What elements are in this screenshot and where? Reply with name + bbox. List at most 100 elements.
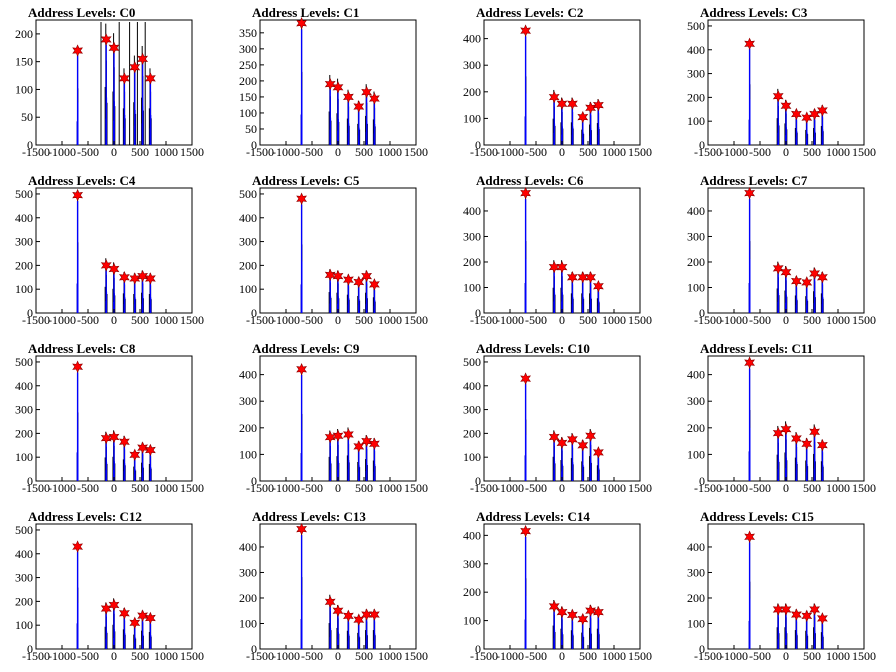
x-tick-label: -1000 <box>720 313 748 327</box>
peak-marker <box>809 603 821 616</box>
peak-marker <box>772 603 784 616</box>
y-tick-label: 100 <box>239 616 257 630</box>
x-tick-label: -1000 <box>48 145 76 159</box>
peak-marker <box>520 372 532 385</box>
x-tick-label: -500 <box>301 481 323 495</box>
histogram-c12: Address Levels: C12 0 100 200 300 400 500 -1500… <box>15 509 204 663</box>
peak-marker <box>566 608 578 622</box>
y-tick-label: 0 <box>27 138 33 152</box>
y-tick-label: 200 <box>687 421 705 435</box>
y-tick-label: 400 <box>463 204 481 218</box>
peak-marker <box>801 437 813 451</box>
peak-marker <box>137 52 149 66</box>
panel-c2: Address Levels: C2 0 100 200 300 400 -1500 -100… <box>448 0 672 168</box>
x-tick-label: 500 <box>355 649 373 663</box>
histogram-c9: Address Levels: C9 0 100 200 300 400 -1500-100… <box>239 341 428 495</box>
x-tick-label: 1000 <box>602 649 626 663</box>
peak-marker <box>548 260 560 274</box>
y-tick-label: 400 <box>15 547 33 561</box>
y-tick-label: 0 <box>475 642 481 656</box>
x-tick-label: -1500 <box>22 481 50 495</box>
y-tick-label: 100 <box>239 447 257 461</box>
x-tick-label: 0 <box>559 481 565 495</box>
peak-marker <box>548 430 560 444</box>
y-tick-label: 200 <box>15 426 33 440</box>
x-tick-label: 1500 <box>628 481 652 495</box>
x-tick-label: 1500 <box>852 649 876 663</box>
peak-marker <box>296 363 308 376</box>
peak-marker <box>332 81 344 94</box>
y-tick-label: 0 <box>27 474 33 488</box>
peak-marker <box>816 612 828 625</box>
y-tick-label: 200 <box>463 85 481 99</box>
peak-marker <box>548 600 560 613</box>
x-tick-label: 1500 <box>404 313 428 327</box>
histogram-c5: Address Levels: C50100200300400500-1500-… <box>239 173 428 327</box>
y-tick-label: 500 <box>687 19 705 33</box>
peak-marker <box>72 540 84 553</box>
x-tick-label: -1000 <box>720 649 748 663</box>
histogram-c11: Address Levels: C11 0 100 200 300 400 -1500-10… <box>687 341 876 495</box>
y-tick-label: 500 <box>239 187 257 201</box>
histogram-c2: Address Levels: C2 0 100 200 300 400 -1500-100… <box>463 5 652 159</box>
panel-title: Address Levels: C4 <box>28 173 136 188</box>
x-tick-label: 1000 <box>154 649 178 663</box>
peak-marker <box>144 443 156 457</box>
peak-marker <box>108 430 120 444</box>
peak-marker <box>144 272 156 285</box>
histogram-c14: Address Levels: C14 0 100 200 300 400 -1500-10… <box>463 509 652 663</box>
x-tick-label: 0 <box>335 649 341 663</box>
y-tick-label: 100 <box>463 450 481 464</box>
y-tick-label: 400 <box>687 368 705 382</box>
y-tick-label: 100 <box>15 282 33 296</box>
y-tick-label: 0 <box>699 138 705 152</box>
x-tick-label: 0 <box>559 313 565 327</box>
peak-marker <box>816 438 828 452</box>
x-tick-label: -1500 <box>246 481 274 495</box>
peak-marker <box>353 275 365 289</box>
peak-marker <box>592 605 604 619</box>
peak-marker <box>332 269 344 283</box>
peak-marker <box>790 432 802 445</box>
peak-marker <box>801 111 813 124</box>
panel-c0: Address Levels: C0 0 50 100 150 200 -1500 -1000… <box>0 0 224 168</box>
peak-marker <box>585 604 597 617</box>
x-tick-label: -1500 <box>470 481 498 495</box>
peak-marker <box>772 89 784 103</box>
peak-marker <box>332 604 344 617</box>
y-tick-label: 200 <box>463 426 481 440</box>
peak-marker <box>118 607 130 620</box>
peak-marker <box>118 271 130 284</box>
x-tick-label: 1000 <box>154 313 178 327</box>
peak-marker <box>790 608 802 621</box>
y-tick-label: 400 <box>687 43 705 57</box>
x-tick-label: -1500 <box>470 649 498 663</box>
y-tick-label: 0 <box>475 306 481 320</box>
histogram-c4: Address Levels: C40100200300400500-1500-… <box>15 173 204 327</box>
x-tick-label: -1500 <box>246 145 274 159</box>
x-tick-label: -1000 <box>496 481 524 495</box>
peak-marker <box>744 37 756 51</box>
peak-marker <box>577 110 589 124</box>
y-tick-label: 500 <box>15 355 33 369</box>
x-tick-label: 1000 <box>378 649 402 663</box>
peak-marker <box>592 446 604 459</box>
panel-c10: Address Levels: C10 0 100 200 300 400 500 -1500… <box>448 336 672 504</box>
x-tick-label: 500 <box>579 313 597 327</box>
x-tick-label: -1500 <box>694 313 722 327</box>
peak-marker <box>577 612 589 626</box>
y-tick-label: 200 <box>239 258 257 272</box>
peak-marker <box>780 422 792 436</box>
panel-title: Address Levels: C2 <box>476 5 583 20</box>
x-tick-label: -1000 <box>48 313 76 327</box>
panel-c12: Address Levels: C12 0 100 200 300 400 500 -1500… <box>0 504 224 672</box>
x-tick-label: -1000 <box>272 313 300 327</box>
peak-marker <box>342 609 354 623</box>
x-tick-label: 500 <box>131 313 149 327</box>
x-tick-label: 1500 <box>852 313 876 327</box>
panel-c8: Address Levels: C8 0 100 200 300 400 500 -1500-… <box>0 336 224 504</box>
peak-marker <box>72 44 84 57</box>
peak-marker <box>772 262 784 275</box>
y-tick-label: 300 <box>15 235 33 249</box>
peak-marker <box>780 265 792 279</box>
